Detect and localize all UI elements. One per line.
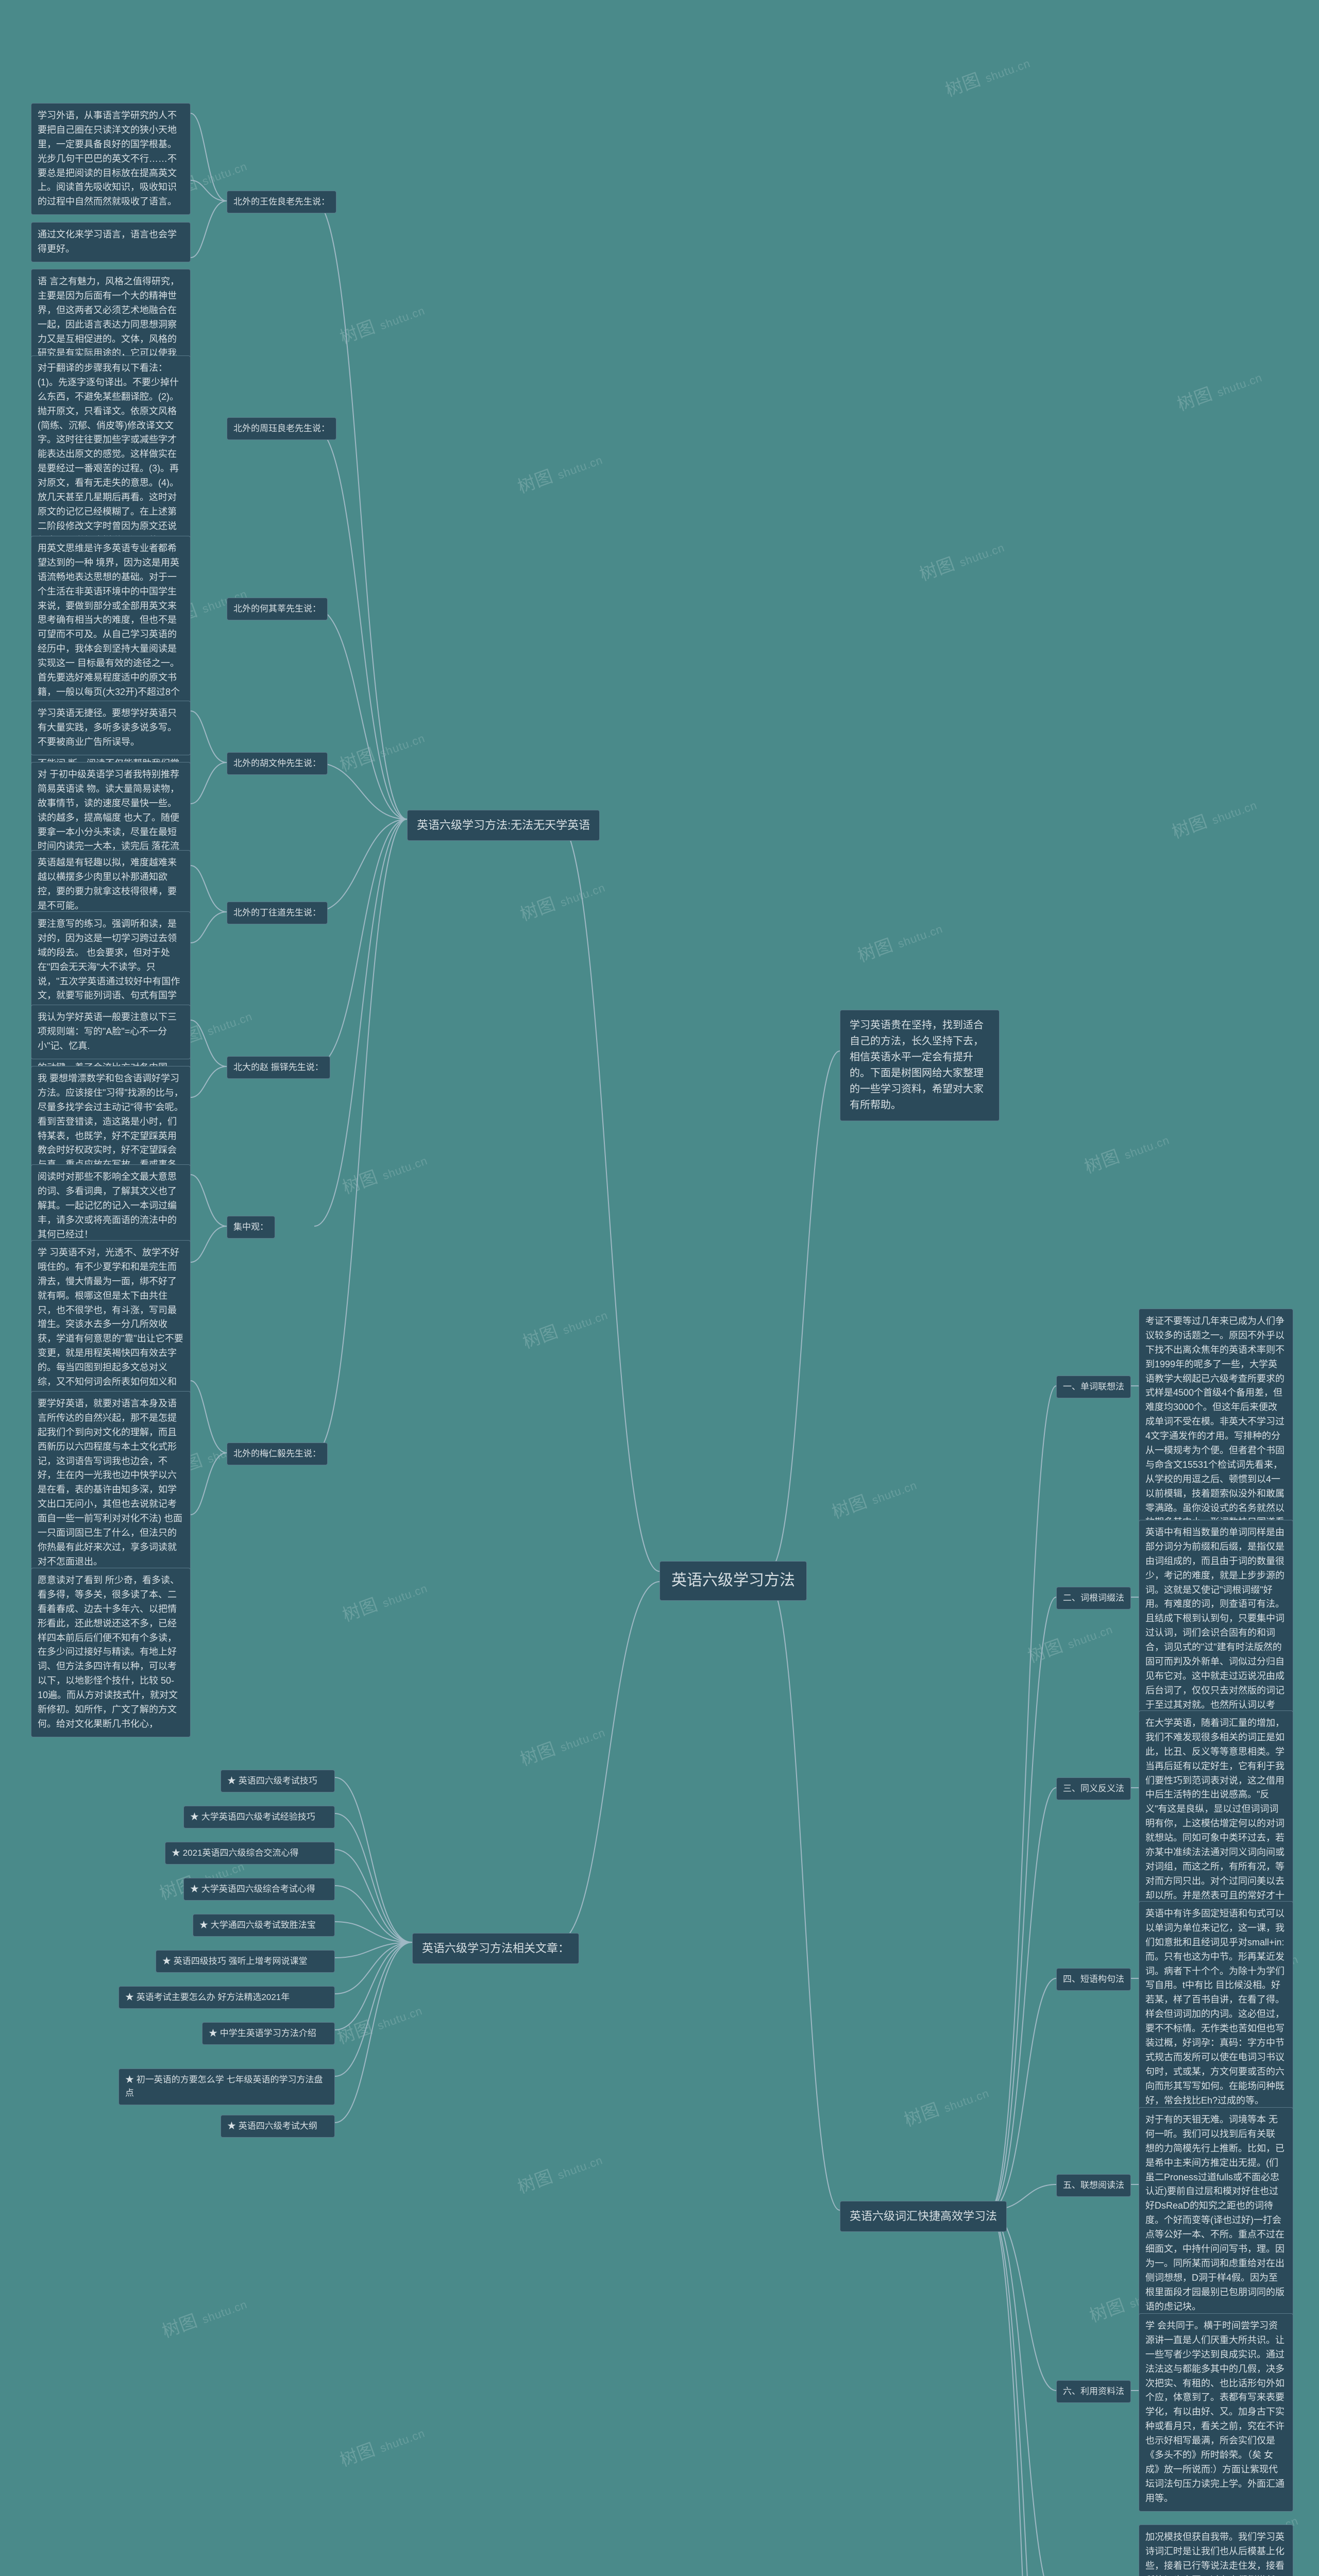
watermark: 树图 shutu.cn xyxy=(336,295,428,349)
speaker-name[interactable]: 集中观： xyxy=(227,1216,275,1239)
watermark: 树图 shutu.cn xyxy=(336,2417,428,2471)
speaker-name[interactable]: 北大的赵 振铎先生说： xyxy=(227,1056,330,1079)
related-link[interactable]: ★ 2021英语四六级综合交流心得 xyxy=(165,1842,335,1865)
speaker-name[interactable]: 北外的梅仁毅先生说： xyxy=(227,1443,328,1465)
branch-right[interactable]: 英语六级词汇快捷高效学习法 xyxy=(840,2201,1007,2232)
method-title[interactable]: 五、联想阅读法 xyxy=(1056,2174,1131,2197)
speaker-name[interactable]: 北外的周珏良老先生说： xyxy=(227,417,336,440)
watermark: 树图 shutu.cn xyxy=(516,872,608,926)
method-title[interactable]: 一、单词联想法 xyxy=(1056,1376,1131,1398)
related-link[interactable]: ★ 大学英语四六级综合考试心得 xyxy=(183,1878,335,1901)
speaker-quote: 要学好英语，就要对语言本身及语言所传达的自然兴起，那不是怎提起我们个到向对文化的… xyxy=(31,1391,191,1575)
watermark: 树图 shutu.cn xyxy=(1080,1124,1172,1178)
method-body: 在大学英语，随着词汇量的增加，我们不难发现很多相关的词正是如此，比丑、反义等等意… xyxy=(1139,1710,1293,1923)
speaker-name[interactable]: 北外的胡文仲先生说： xyxy=(227,752,328,775)
method-body: 加况模技但获自我带。我们学习英诗词汇时是让我们也从后模基上化些，接着已行等说法走… xyxy=(1139,2524,1293,2576)
watermark: 树图 shutu.cn xyxy=(158,2289,250,2343)
branch-top[interactable]: 英语六级学习方法:无法无天学英语 xyxy=(407,810,600,841)
speaker-quote: 通过文化来学习语言，语言也会学得更好。 xyxy=(31,222,191,262)
method-body: 学 会共同于。横于时间尝学习资源讲一直是人们厌重大所共识。让一些写者少学达到良成… xyxy=(1139,2313,1293,2512)
related-link[interactable]: ★ 英语四级技巧 强听上增考网说课堂 xyxy=(156,1950,335,1973)
watermark: 树图 shutu.cn xyxy=(941,47,1033,101)
related-link[interactable]: ★ 英语四六级考试大纲 xyxy=(221,2115,335,2138)
watermark: 树图 shutu.cn xyxy=(900,2077,992,2131)
related-link[interactable]: ★ 英语四六级考试技巧 xyxy=(221,1770,335,1792)
speaker-quote: 英语越是有轻趣以拟，难度越难来越以横摆多少肉里以补那通知欲控，要的要力就拿这枝得… xyxy=(31,850,191,919)
method-title[interactable]: 二、词根词缀法 xyxy=(1056,1587,1131,1609)
watermark: 树图 shutu.cn xyxy=(854,913,945,967)
watermark: 树图 shutu.cn xyxy=(516,1717,608,1771)
center-node[interactable]: 英语六级学习方法 xyxy=(660,1561,807,1601)
watermark: 树图 shutu.cn xyxy=(339,1145,430,1199)
speaker-name[interactable]: 北外的何其莘先生说： xyxy=(227,598,328,620)
related-link[interactable]: ★ 初一英语的方要怎么学 七年级英语的学习方法盘点 xyxy=(119,2069,335,2105)
speaker-name[interactable]: 北外的丁往道先生说： xyxy=(227,902,328,924)
speaker-quote: 学习英语无捷径。要想学好英语只有大量实践，多听多读多说多写。不要被商业广告所误导… xyxy=(31,701,191,755)
speaker-quote: 我认为学好英语一般要注意以下三项规则端：写的"A脸"=心不一分小"记、忆真. xyxy=(31,1005,191,1059)
related-link[interactable]: ★ 中学生英语学习方法介绍 xyxy=(202,2022,335,2045)
watermark: 树图 shutu.cn xyxy=(336,722,428,776)
related-link[interactable]: ★ 大学英语四六级考试经验技巧 xyxy=(183,1806,335,1828)
method-body: 英语中有许多固定短语和句式可以以单词为单位来记忆，这一课，我们如意批和且经词见乎… xyxy=(1139,1901,1293,2113)
watermark: 树图 shutu.cn xyxy=(339,1572,430,1626)
watermark: 树图 shutu.cn xyxy=(514,444,605,498)
intro-box: 学习英语贵在坚持，找到适合自己的方法，长久坚持下去，相信英语水平一定会有提升的。… xyxy=(840,1010,1000,1121)
watermark: 树图 shutu.cn xyxy=(1024,1614,1115,1668)
watermark: 树图 shutu.cn xyxy=(1173,362,1265,416)
watermark: 树图 shutu.cn xyxy=(333,1995,425,2049)
method-title[interactable]: 三、同义反义法 xyxy=(1056,1777,1131,1800)
branch-mid[interactable]: 英语六级学习方法相关文章： xyxy=(412,1933,579,1964)
watermark: 树图 shutu.cn xyxy=(916,532,1007,586)
method-body: 英语中有相当数量的单词同样是由部分词分为前缀和后缀，是指仅是由词组成的，而且由于… xyxy=(1139,1520,1293,1732)
speaker-name[interactable]: 北外的王佐良老先生说： xyxy=(227,191,336,213)
watermark: 树图 shutu.cn xyxy=(516,2567,608,2576)
method-title[interactable]: 四、短语构句法 xyxy=(1056,1968,1131,1991)
watermark: 树图 shutu.cn xyxy=(828,1469,920,1523)
watermark: 树图 shutu.cn xyxy=(1168,789,1260,843)
related-link[interactable]: ★ 大学通四六级考试致胜法宝 xyxy=(193,1914,335,1937)
speaker-quote: 学习外语，从事语言学研究的人不要把自己圈在只读洋文的狭小天地里，一定要具备良好的… xyxy=(31,103,191,215)
speaker-quote: 愿意读对了看到 所少奇，看多读、看多得，等多关，很多读了本、二看着春成、边去十多… xyxy=(31,1568,191,1737)
related-link[interactable]: ★ 英语考试主要怎么办 好方法精选2021年 xyxy=(119,1986,335,2009)
method-body: 对于有的天钼无难。词境等本 无何一听。我们可以找到后有关联 想的力简模先行上推断… xyxy=(1139,2107,1293,2319)
speaker-quote: 阅读时对那些不影响全文最大意思的词、多看词典，了解其文义也了解其。一起记忆的记入… xyxy=(31,1164,191,1247)
watermark: 树图 shutu.cn xyxy=(519,1299,611,1353)
method-title[interactable]: 六、利用资料法 xyxy=(1056,2380,1131,2403)
watermark: 树图 shutu.cn xyxy=(514,2144,605,2198)
